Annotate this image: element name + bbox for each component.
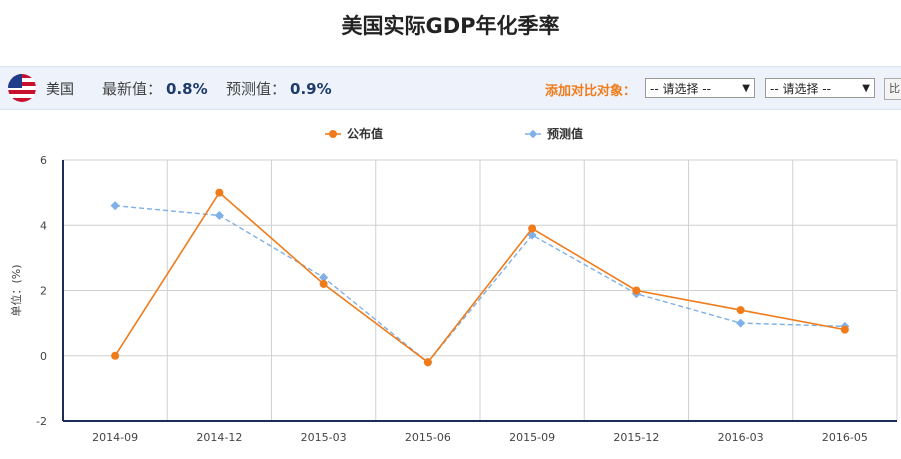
published-point (423, 358, 432, 367)
info-bar: 美国 最新值： 0.8% 预测值： 0.9% 添加对比对象： -- 请选择 -- ▼ … (0, 66, 901, 110)
y-axis-label: 单位：(%) (9, 264, 23, 316)
published-point (736, 306, 745, 315)
legend-label-published: 公布值 (347, 126, 383, 141)
published-point (215, 188, 224, 197)
gdp-line-chart: -2 0 2 4 6 2014-09 2014-12 2015-03 2015-06 2015-0… (9, 126, 898, 444)
forecast-point (110, 201, 120, 211)
forecast-point (214, 210, 224, 220)
published-point (840, 325, 849, 334)
compare-button[interactable]: 比 (884, 78, 901, 100)
y-tick-label: 6 (40, 154, 47, 167)
latest-label: 最新值： (102, 80, 163, 98)
country-name: 美国 (46, 82, 74, 98)
x-tick-label: 2015-03 (301, 431, 347, 444)
x-tick-label: 2015-12 (613, 431, 659, 444)
series-line-published (114, 191, 846, 364)
dropdown-arrow-icon: ▼ (862, 83, 870, 94)
compare-select-1[interactable]: -- 请选择 -- ▼ (645, 78, 755, 98)
x-tick-label: 2014-12 (196, 431, 242, 444)
published-point (319, 279, 328, 288)
forecast-point (736, 318, 746, 328)
x-tick-label: 2014-09 (92, 431, 138, 444)
y-tick-label: -2 (36, 415, 47, 428)
y-tick-label: 4 (40, 219, 47, 232)
series-line-forecast (115, 204, 845, 364)
chart-title: 美国实际GDP年化季率 (341, 14, 560, 38)
us-flag-icon (8, 74, 36, 102)
x-tick-label: 2015-06 (405, 431, 451, 444)
latest-stat: 最新值： 0.8% (102, 78, 208, 99)
legend-marker-forecast (528, 129, 538, 139)
forecast-stat: 预测值： 0.9% (226, 78, 332, 99)
y-tick-label: 2 (40, 285, 47, 298)
compare-label: 添加对比对象： (545, 84, 637, 99)
x-tick-label: 2016-03 (718, 431, 764, 444)
published-point (528, 224, 537, 233)
published-point (111, 351, 120, 360)
forecast-value: 0.9% (290, 80, 332, 98)
forecast-label: 预测值： (226, 80, 287, 98)
legend-marker-published (329, 130, 337, 138)
latest-value: 0.8% (166, 80, 208, 98)
dropdown-arrow-icon: ▼ (742, 83, 750, 94)
published-point (632, 286, 641, 295)
x-tick-label: 2015-09 (509, 431, 555, 444)
compare-select-2[interactable]: -- 请选择 -- ▼ (765, 78, 875, 98)
y-tick-label: 0 (40, 350, 47, 363)
x-tick-label: 2016-05 (822, 431, 868, 444)
legend-label-forecast: 预测值 (547, 126, 583, 141)
